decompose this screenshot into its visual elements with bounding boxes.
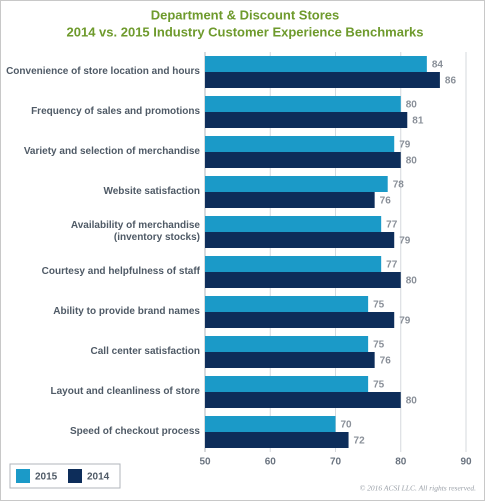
copyright: © 2016 ACSI LLC. All rights reserved.	[360, 484, 477, 493]
value-label: 80	[406, 276, 418, 287]
bar	[205, 256, 382, 272]
legend-label: 2015	[35, 472, 58, 483]
y-tick-label: Variety and selection of merchandise	[23, 146, 200, 157]
x-tick-label: 80	[395, 457, 407, 468]
y-tick-label: Layout and cleanliness of store	[50, 386, 200, 397]
value-label: 75	[373, 300, 385, 311]
bar	[205, 192, 375, 208]
y-tick-label: Convenience of store location and hours	[6, 66, 200, 77]
value-label: 81	[412, 116, 424, 127]
bar	[205, 296, 369, 312]
y-tick-label: Website satisfaction	[103, 186, 200, 197]
value-label: 77	[386, 220, 398, 231]
value-label: 75	[373, 340, 385, 351]
value-label: 78	[393, 180, 405, 191]
value-label: 77	[386, 260, 398, 271]
y-tick-label: Courtesy and helpfulness of staff	[41, 266, 200, 277]
bar	[205, 352, 375, 368]
value-label: 72	[354, 436, 366, 447]
value-label: 84	[432, 60, 444, 71]
bar	[205, 312, 395, 328]
value-label: 80	[406, 156, 418, 167]
legend-swatch	[68, 469, 82, 483]
y-tick-label: Speed of checkout process	[69, 426, 200, 437]
value-label: 70	[341, 420, 353, 431]
bar	[205, 152, 401, 168]
y-tick-label: Availability of merchandise (inventory s…	[70, 220, 200, 243]
bar	[205, 392, 401, 408]
bar	[205, 432, 349, 448]
bar	[205, 136, 395, 152]
value-label: 80	[406, 100, 418, 111]
x-tick-label: 50	[199, 457, 211, 468]
bar	[205, 232, 395, 248]
value-label: 75	[373, 380, 385, 391]
y-tick-label: Call center satisfaction	[90, 346, 200, 357]
x-tick-label: 90	[460, 457, 472, 468]
value-label: 79	[399, 140, 411, 151]
bar	[205, 56, 427, 72]
bar	[205, 72, 440, 88]
x-tick-label: 70	[330, 457, 342, 468]
value-label: 86	[445, 76, 457, 87]
bar	[205, 96, 401, 112]
bar	[205, 272, 401, 288]
bar	[205, 336, 369, 352]
bar	[205, 176, 388, 192]
chart-title: Department & Discount Stores	[151, 7, 340, 22]
bar	[205, 216, 382, 232]
value-label: 76	[380, 196, 392, 207]
chart-subtitle: 2014 vs. 2015 Industry Customer Experien…	[67, 24, 424, 39]
y-tick-label: Ability to provide brand names	[53, 306, 200, 317]
value-label: 76	[380, 356, 392, 367]
value-label: 79	[399, 316, 411, 327]
legend-label: 2014	[87, 472, 110, 483]
y-tick-label: Frequency of sales and promotions	[31, 106, 200, 117]
x-tick-label: 60	[265, 457, 277, 468]
bar	[205, 112, 408, 128]
legend-swatch	[16, 469, 30, 483]
value-label: 80	[406, 396, 418, 407]
bar	[205, 416, 336, 432]
bar	[205, 376, 369, 392]
value-label: 79	[399, 236, 411, 247]
